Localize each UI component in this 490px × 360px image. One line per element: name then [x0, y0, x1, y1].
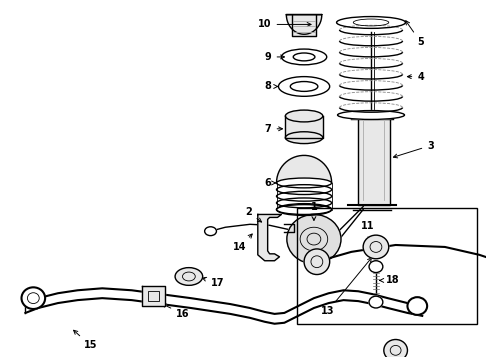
Ellipse shape: [369, 296, 383, 308]
Ellipse shape: [285, 110, 323, 122]
Bar: [285, 116, 323, 138]
Text: 10: 10: [258, 19, 311, 30]
Ellipse shape: [369, 261, 383, 273]
Text: 18: 18: [380, 275, 399, 285]
Text: 15: 15: [74, 330, 97, 350]
Ellipse shape: [276, 191, 332, 201]
Ellipse shape: [384, 339, 408, 360]
Ellipse shape: [205, 227, 217, 236]
Text: 9: 9: [265, 52, 285, 62]
Bar: [142, 286, 165, 306]
Polygon shape: [258, 215, 281, 261]
Ellipse shape: [338, 111, 405, 120]
Ellipse shape: [276, 185, 332, 194]
Text: 1: 1: [311, 202, 318, 220]
Ellipse shape: [278, 77, 330, 96]
Text: 8: 8: [265, 81, 278, 91]
Ellipse shape: [276, 178, 332, 188]
Ellipse shape: [287, 215, 341, 264]
Ellipse shape: [175, 267, 203, 285]
Text: 16: 16: [162, 304, 190, 319]
Text: 13: 13: [321, 258, 371, 316]
Ellipse shape: [22, 287, 45, 309]
Text: 12: 12: [0, 359, 1, 360]
Text: 7: 7: [265, 124, 283, 134]
Text: 6: 6: [265, 178, 275, 188]
Ellipse shape: [281, 49, 327, 65]
Ellipse shape: [337, 17, 406, 28]
Text: 13: 13: [0, 359, 1, 360]
Ellipse shape: [290, 82, 318, 91]
Bar: [292, 15, 316, 36]
Bar: [358, 116, 390, 204]
Bar: [147, 291, 159, 301]
Text: 14: 14: [233, 234, 252, 252]
Text: 5: 5: [406, 21, 424, 47]
Polygon shape: [286, 15, 322, 34]
Ellipse shape: [363, 235, 389, 259]
Ellipse shape: [293, 53, 315, 61]
Text: 3: 3: [393, 140, 434, 158]
Bar: [297, 208, 477, 324]
Text: 4: 4: [407, 72, 424, 82]
Ellipse shape: [276, 204, 332, 215]
Ellipse shape: [304, 249, 330, 275]
Ellipse shape: [285, 132, 323, 144]
Ellipse shape: [276, 204, 332, 215]
Text: 2: 2: [245, 207, 262, 222]
Polygon shape: [276, 156, 332, 183]
Ellipse shape: [276, 198, 332, 208]
Ellipse shape: [408, 297, 427, 315]
Text: 17: 17: [202, 277, 224, 288]
Text: 11: 11: [361, 221, 375, 243]
Bar: [351, 111, 392, 119]
